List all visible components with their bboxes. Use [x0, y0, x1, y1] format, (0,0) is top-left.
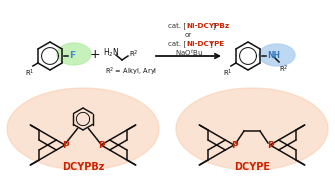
Text: cat. [: cat. [	[169, 41, 187, 47]
Text: P: P	[267, 140, 273, 149]
Ellipse shape	[259, 44, 295, 66]
Ellipse shape	[176, 88, 328, 170]
Text: P: P	[62, 140, 68, 149]
Text: +: +	[90, 49, 100, 61]
Text: F: F	[69, 51, 75, 60]
Text: H$_2$N: H$_2$N	[103, 47, 120, 59]
Text: DCYPE: DCYPE	[234, 162, 270, 172]
Text: Ni-DCYPBz: Ni-DCYPBz	[187, 23, 229, 29]
Ellipse shape	[57, 43, 91, 65]
Text: R$^2$: R$^2$	[129, 48, 139, 60]
Ellipse shape	[7, 88, 159, 170]
Text: NaO$^t$Bu: NaO$^t$Bu	[175, 47, 202, 59]
Text: ]: ]	[209, 41, 212, 47]
Text: R$^1$: R$^1$	[25, 68, 35, 79]
Text: NH: NH	[267, 50, 280, 60]
Text: Ni-DCYPE: Ni-DCYPE	[187, 41, 225, 47]
Text: P: P	[98, 140, 104, 149]
Text: R$^2$: R$^2$	[279, 64, 288, 75]
Text: P: P	[231, 140, 237, 149]
Text: cat. [: cat. [	[169, 23, 187, 29]
Text: R$^2$ = Alkyl, Aryl: R$^2$ = Alkyl, Aryl	[105, 66, 157, 78]
Text: or: or	[185, 32, 192, 38]
Text: R$^1$: R$^1$	[223, 68, 232, 79]
Text: ]: ]	[212, 23, 215, 29]
Text: DCYPBz: DCYPBz	[62, 162, 104, 172]
